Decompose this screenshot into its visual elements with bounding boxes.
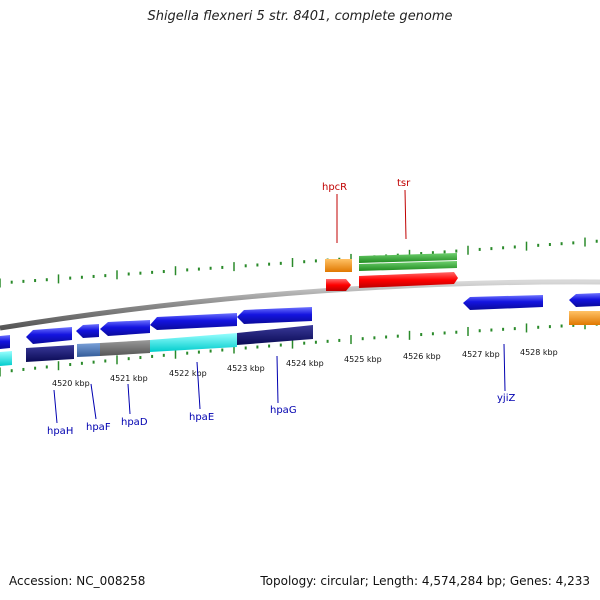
outer-scale (0, 237, 598, 288)
axis-labels: 4520 kbp 4521 kbp 4522 kbp 4523 kbp 4524… (52, 348, 558, 388)
forward-features (325, 253, 600, 325)
feature-orange-hpcR[interactable] (325, 259, 352, 272)
gene-label-tsr[interactable]: tsr (397, 178, 411, 189)
genome-summary-text: Topology: circular; Length: 4,574,284 bp… (260, 574, 590, 588)
gene-label-yjiZ[interactable]: yjiZ (497, 393, 515, 404)
cog-steel-hpaF[interactable] (77, 343, 100, 357)
cog-cyan-hpaE[interactable] (150, 333, 237, 352)
axis-label-4528: 4528 kbp (520, 348, 558, 357)
cog-navy-hpaG[interactable] (237, 325, 313, 345)
axis-label-4524: 4524 kbp (286, 359, 324, 368)
gene-arrow-left-edge[interactable] (0, 335, 10, 349)
gene-label-hpaE[interactable]: hpaE (189, 412, 214, 423)
axis-label-4527: 4527 kbp (462, 350, 500, 359)
cog-gray-hpaD[interactable] (100, 340, 150, 356)
accession-text: Accession: NC_008258 (9, 574, 146, 588)
cog-navy-hpaH[interactable] (26, 345, 74, 362)
gene-arrow-hpaF[interactable] (76, 324, 99, 338)
axis-label-4523: 4523 kbp (227, 364, 265, 373)
gene-arrow-right-edge[interactable] (569, 293, 600, 307)
axis-label-4520: 4520 kbp (52, 379, 90, 388)
axis-label-4526: 4526 kbp (403, 352, 441, 361)
axis-label-4522: 4522 kbp (169, 369, 207, 378)
gene-arrow-hpaH[interactable] (26, 327, 72, 344)
feature-orange-right[interactable] (569, 311, 600, 325)
axis-label-4521: 4521 kbp (110, 374, 148, 383)
gene-label-hpcR[interactable]: hpcR (322, 182, 347, 193)
gene-labels: hpcR tsr hpaH hpaF hpaD hpaE hpaG yjiZ (47, 178, 515, 437)
gene-label-hpaF[interactable]: hpaF (86, 422, 111, 433)
gene-arrow-hpaG[interactable] (237, 307, 312, 324)
gene-arrow-yjiZ[interactable] (463, 295, 543, 310)
axis-label-4525: 4525 kbp (344, 355, 382, 364)
cog-row (0, 325, 313, 366)
feature-red-hpcR[interactable] (326, 279, 351, 291)
map-title: Shigella flexneri 5 str. 8401, complete … (147, 9, 453, 24)
cog-cyan-left[interactable] (0, 351, 12, 366)
gene-label-hpaD[interactable]: hpaD (121, 417, 148, 428)
gene-label-hpaG[interactable]: hpaG (270, 405, 297, 416)
feature-red-tsr[interactable] (359, 272, 458, 288)
label-leaders (53, 189, 506, 424)
reverse-genes (0, 293, 600, 349)
gene-arrow-hpaD[interactable] (100, 320, 150, 336)
gene-label-hpaH[interactable]: hpaH (47, 426, 73, 437)
gene-arrow-hpaE[interactable] (150, 313, 237, 330)
feature-green-tsr-2[interactable] (359, 261, 457, 271)
feature-green-tsr-1[interactable] (359, 253, 457, 263)
genome-backbone (0, 279, 600, 331)
